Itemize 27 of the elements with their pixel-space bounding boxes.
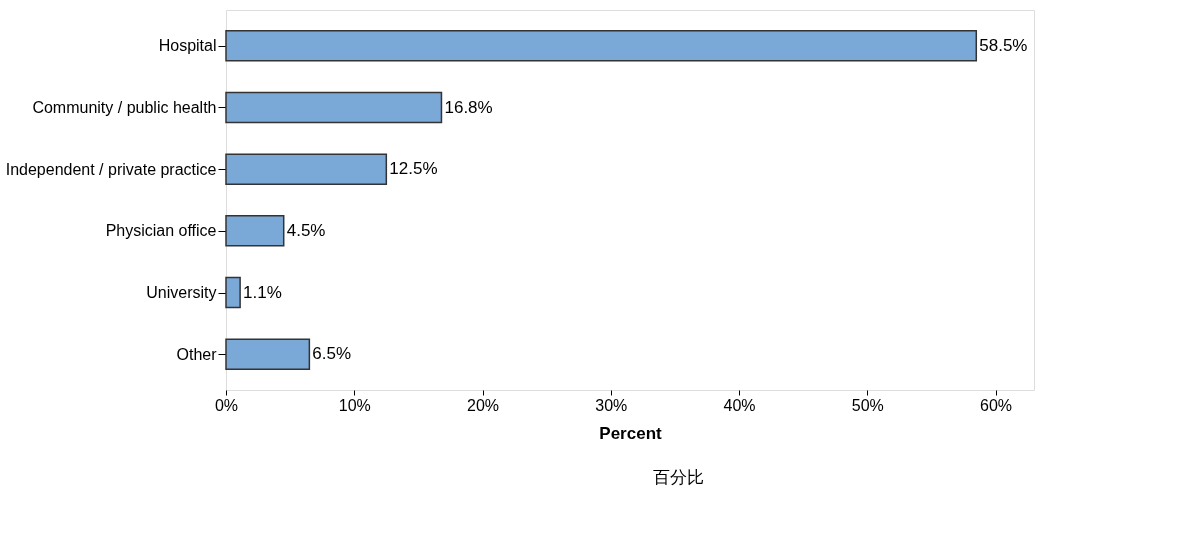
y-tick-label: University	[146, 284, 217, 301]
x-tick-label: 50%	[851, 396, 884, 414]
bar	[225, 215, 285, 247]
text: 百分比	[652, 468, 704, 487]
data-label: 6.5%	[312, 344, 352, 364]
bar	[225, 91, 443, 124]
y-tick-label: Community / public health	[32, 99, 217, 116]
y-tick-label: Other	[176, 345, 218, 363]
bar	[225, 30, 978, 62]
x-tick-label: 0%	[214, 396, 239, 414]
x-tick-label: 20%	[466, 396, 500, 414]
data-label: 12.5%	[389, 159, 438, 179]
data-label: 58.5%	[979, 35, 1028, 55]
bar	[225, 338, 311, 370]
x-tick-label: 40%	[723, 396, 756, 414]
y-tick-label: Hospital	[158, 37, 217, 55]
y-tick-label: Physician office	[105, 222, 217, 240]
bar	[225, 276, 241, 309]
y-tick-label: Independent / private practice	[5, 160, 217, 178]
x-tick-label: 30%	[595, 396, 628, 414]
data-label: 16.8%	[444, 97, 493, 117]
x-axis-title: Percent	[599, 423, 663, 443]
data-label: 4.5%	[286, 220, 326, 240]
x-tick-label: 10%	[338, 396, 371, 414]
bar	[225, 153, 388, 185]
x-tick-label: 60%	[980, 396, 1013, 414]
data-label: 1.1%	[243, 282, 282, 302]
